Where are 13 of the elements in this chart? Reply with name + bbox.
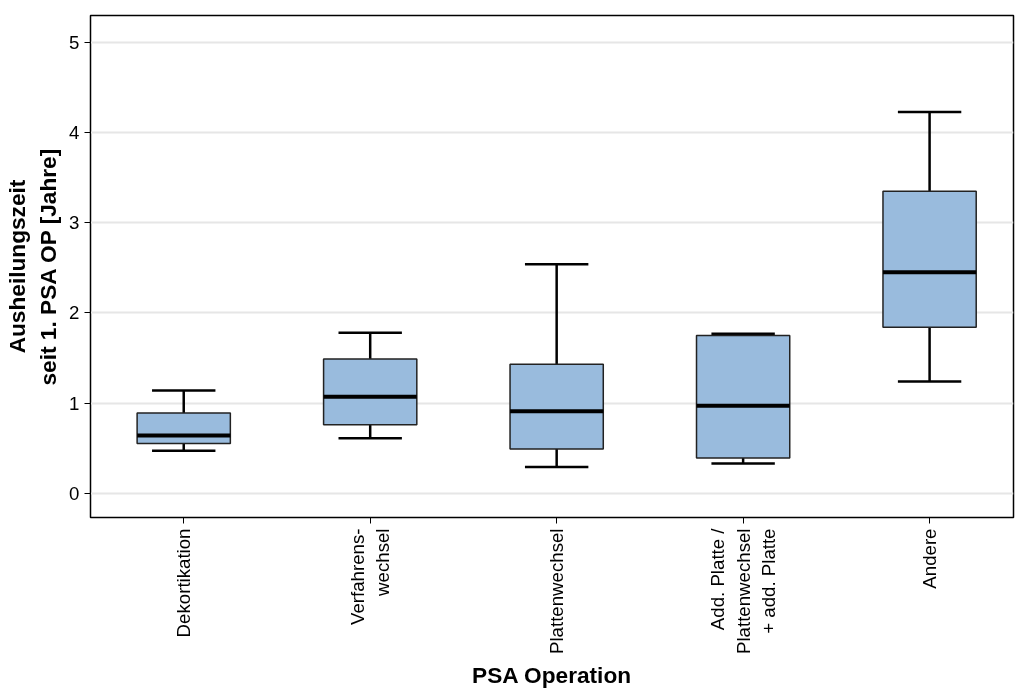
y-tick-label: 3 — [69, 212, 80, 234]
y-tick-label: 1 — [69, 392, 80, 414]
y-tick-label: 5 — [69, 32, 80, 54]
y-tick-label: 2 — [69, 302, 80, 324]
x-tick-label: Verfahrens- wechsel — [347, 528, 394, 625]
x-axis-title: PSA Operation — [472, 661, 632, 688]
x-tick-label: Add. Platte / Plattenwechsel + add. Platte — [707, 527, 779, 654]
y-axis-title: Ausheilungszeit seit 1. PSA OP [Jahre] — [3, 148, 62, 386]
y-tick-label: 4 — [69, 122, 80, 144]
x-tick-label: Dekortikation — [173, 528, 195, 638]
y-tick-label: 0 — [69, 482, 80, 504]
x-tick-label: Plattenwechsel — [546, 528, 568, 654]
x-tick-label: Andere — [919, 528, 941, 589]
